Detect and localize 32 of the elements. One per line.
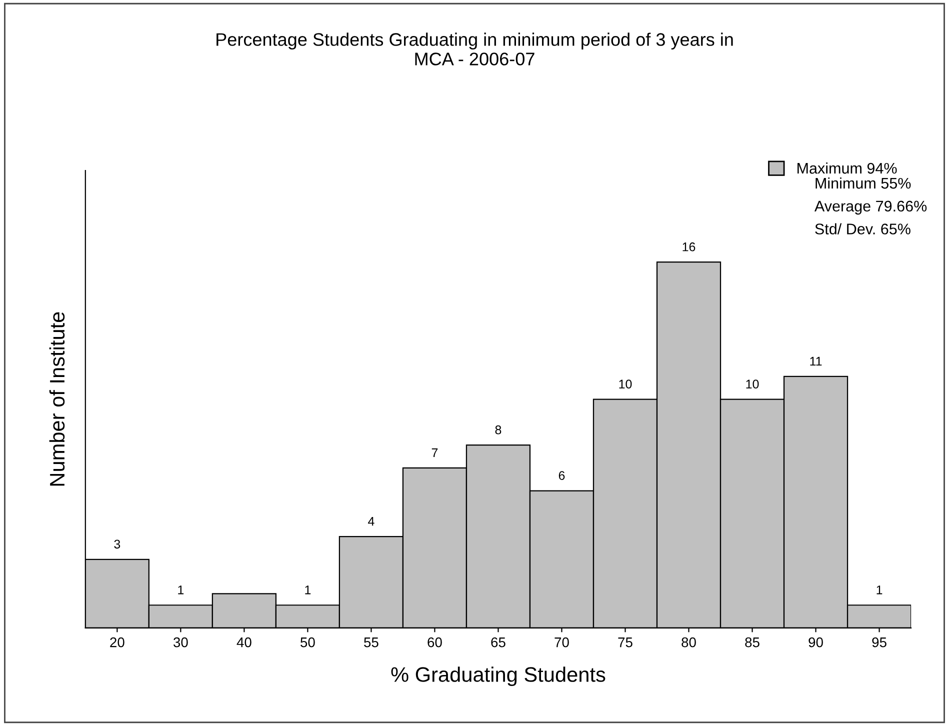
y-axis-title: Number of Institute (49, 312, 65, 486)
x-tick-label: 70 (554, 637, 569, 648)
x-tick-label: 90 (808, 637, 823, 648)
text: Average 79.66% (814, 200, 927, 215)
data-label: 7 (432, 448, 438, 457)
text: Std/ Dev. 65% (815, 223, 910, 234)
x-tick-label: 80 (682, 637, 696, 648)
data-label: 16 (682, 242, 696, 252)
legend-label: Maximum 94% (798, 162, 897, 174)
x-tick-label: 95 (872, 637, 886, 648)
data-label: 1 (178, 586, 184, 594)
data-label: 11 (810, 356, 822, 366)
data-label: 3 (114, 540, 120, 549)
data-label: 10 (619, 380, 632, 388)
data-label: 8 (495, 425, 502, 434)
text: Minimum 55% (816, 177, 911, 189)
x-tick-label: 30 (173, 637, 188, 648)
x-tick-label: 50 (300, 637, 315, 648)
chart-title: Percentage Students Graduating in minimum period of 3 years in MCA - 2006-07 (216, 32, 733, 66)
data-label: 1 (305, 586, 311, 594)
x-tick-label: 20 (110, 637, 124, 648)
x-tick-label: 60 (428, 637, 442, 648)
x-tick-label: 40 (236, 637, 252, 648)
data-label: 6 (558, 471, 565, 480)
x-tick-label: 85 (745, 637, 760, 648)
x-tick-label: 75 (618, 638, 632, 648)
x-axis-title: % Graduating Students (391, 666, 606, 686)
data-label: 1 (876, 586, 882, 594)
data-label: 10 (746, 380, 759, 388)
data-label: 4 (368, 516, 374, 526)
x-tick-label: 55 (364, 638, 378, 648)
x-tick-label: 65 (491, 637, 506, 648)
